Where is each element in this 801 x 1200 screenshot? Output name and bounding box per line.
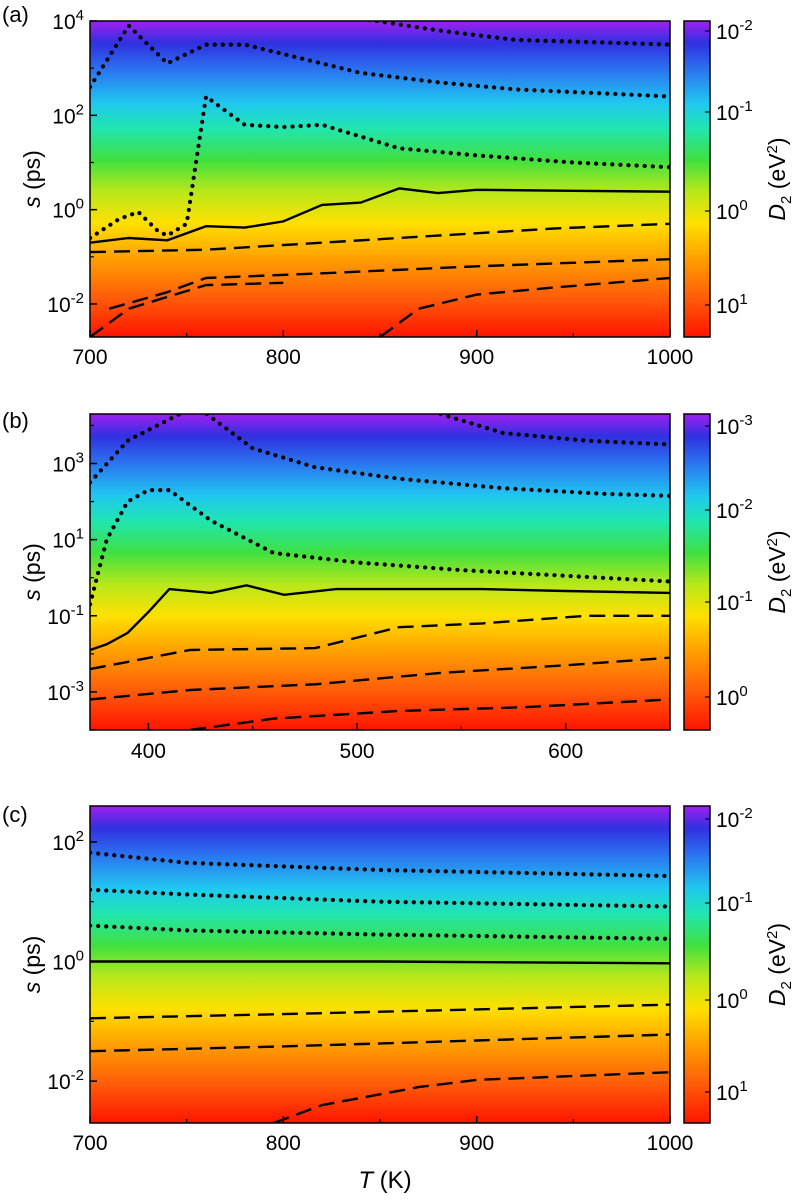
colorbar [683, 413, 711, 731]
x-tick-label: 400 [131, 740, 166, 763]
y-axis-label: s (ps) [19, 543, 45, 601]
colorbar-tick-label: 10-1 [716, 889, 753, 916]
contour-dotted-4 [438, 414, 670, 447]
y-tick-label: 101 [52, 526, 84, 553]
colorbar [683, 805, 711, 1124]
contour-solid-0 [90, 960, 670, 965]
x-tick-label: 1000 [647, 1132, 694, 1155]
contour-dotted-1 [90, 923, 670, 941]
panel-label: (a) [2, 2, 29, 27]
y-tick-label: 100 [52, 196, 84, 223]
colorbar-tick-label: 10-1 [716, 588, 753, 615]
x-tick-label: 800 [266, 346, 301, 369]
contour-dashed-5 [90, 1033, 670, 1053]
colorbar-tick-label: 101 [716, 1078, 748, 1105]
colorbar-tick-label: 100 [716, 986, 748, 1013]
contour-dashed-4 [90, 222, 670, 254]
contour-dotted-2 [90, 22, 670, 99]
x-tick-label: 1000 [647, 346, 694, 369]
contour-dashed-7 [189, 698, 670, 730]
colorbar-tick-label: 10-1 [716, 98, 753, 125]
y-tick-label: 103 [52, 449, 84, 476]
plot-frame [89, 413, 671, 731]
panel-label: (c) [2, 802, 28, 827]
contour-dashed-5 [108, 258, 670, 310]
colorbar-tick-label: 101 [716, 291, 748, 318]
contour-dashed-6 [273, 1071, 670, 1123]
x-tick-label: 700 [72, 1132, 107, 1155]
colorbar-tick-label: 10-2 [716, 496, 753, 523]
colorbar-tick-label: 10-2 [716, 17, 753, 44]
colorbar-tick-label: 10-3 [716, 412, 753, 439]
colorbar-label: D2 (eV2) [764, 530, 795, 613]
x-tick-label: 900 [459, 1132, 494, 1155]
x-tick-label: 500 [340, 740, 375, 763]
panel-c: 700 800 900 1000 102 100 10-2 s (ps) (c) 10-2 10-1… [2, 802, 795, 1155]
x-axis-label: T (K) [358, 1167, 411, 1194]
y-axis-label: s (ps) [19, 150, 45, 208]
contour-lines [90, 850, 670, 1123]
colorbar-tick-label: 100 [716, 197, 748, 224]
contour-dotted-3 [90, 850, 670, 879]
y-tick-label: 104 [52, 7, 84, 34]
y-tick-label: 10-2 [47, 1067, 84, 1094]
contour-dotted-3 [362, 21, 670, 47]
y-tick-label: 10-2 [47, 290, 84, 317]
x-tick-label: 900 [459, 346, 494, 369]
y-tick-label: 100 [52, 948, 84, 975]
y-tick-label: 102 [52, 101, 84, 128]
panel-b: 400 500 600 103 101 10-1 10-3 s (ps) (b) 10-3 10-2… [2, 408, 795, 763]
panel-a: 700 800 900 1000 104 102 100 10-2 s (ps) (a) 10-2 1… [2, 2, 795, 369]
colorbar-tick-label: 10-2 [716, 805, 753, 832]
y-axis-label: s (ps) [19, 936, 45, 994]
contour-dotted-2 [90, 414, 182, 485]
y-tick-label: 10-1 [47, 602, 84, 629]
contour-dashed-4 [90, 1003, 670, 1020]
panel-label: (b) [2, 408, 29, 433]
contour-dotted-1 [90, 488, 670, 607]
contour-dotted-1 [90, 92, 670, 241]
colorbar-label: D2 (eV2) [764, 137, 795, 220]
x-tick-label: 700 [72, 346, 107, 369]
contour-dashed-7 [379, 276, 670, 337]
colorbar [683, 20, 711, 338]
contour-dashed-5 [90, 614, 670, 671]
heatmap-field [90, 414, 670, 730]
x-tick-label: 800 [266, 1132, 301, 1155]
contour-solid-0 [90, 187, 670, 244]
heatmap-field [90, 806, 670, 1123]
contour-dotted-3 [204, 414, 670, 498]
y-tick-label: 102 [52, 828, 84, 855]
contour-solid-0 [90, 584, 670, 652]
colorbar-label: D2 (eV2) [764, 923, 795, 1006]
x-tick-label: 600 [548, 740, 583, 763]
contour-dashed-6 [90, 656, 670, 701]
colorbar-tick-label: 100 [716, 683, 748, 710]
contour-dotted-2 [90, 887, 670, 909]
heatmap-field [90, 21, 670, 337]
y-tick-label: 10-3 [47, 678, 84, 705]
contour-lines [90, 21, 670, 337]
contour-lines [90, 414, 670, 730]
